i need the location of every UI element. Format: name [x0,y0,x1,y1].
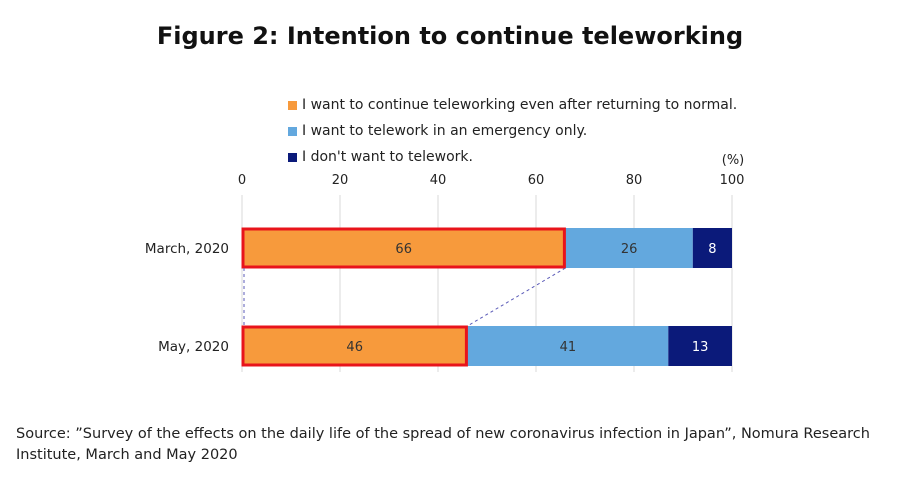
highlight-outline-1 [241,325,468,367]
connector-right [467,267,566,327]
legend-swatch-continue [288,100,297,110]
x-tick-label-20: 20 [332,173,349,188]
x-tick-label-60: 60 [528,173,545,188]
legend-swatch-no-telework [288,152,297,162]
bar-segment-2-1 [668,326,732,366]
legend-label-no-telework: I don't want to telework. [302,149,473,165]
legend-label-continue: I want to continue teleworking even afte… [302,97,738,113]
bar-segment-1-0 [565,228,693,268]
stacked-bar-chart: (%) 0 20 40 60 80 100 March, 2020 May, 2020 66 26… [145,153,745,372]
legend-swatch-emergency [288,126,297,136]
x-tick-label-100: 100 [720,173,745,188]
data-label-0-0: 66 [395,242,412,257]
unit-label: (%) [722,153,745,168]
data-label-1-0: 26 [621,242,638,257]
data-label-1-1: 41 [560,340,577,355]
chart-title: Figure 2: Intention to continue telework… [156,22,744,50]
data-label-0-1: 46 [346,340,363,355]
source-note: Source: ”Survey of the effects on the da… [16,426,870,463]
data-label-2-1: 13 [692,340,709,355]
category-label-1: May, 2020 [158,339,229,355]
bar-segment-1-1 [467,326,669,366]
highlight-outline-0 [241,227,566,269]
data-label-2-0: 8 [708,242,716,257]
bar-segment-0-1 [242,326,468,366]
category-label-0: March, 2020 [145,241,229,257]
bar-segment-0-0 [242,228,566,268]
x-tick-label-40: 40 [430,173,447,188]
x-tick-label-0: 0 [238,173,246,188]
legend-item-continue: I want to continue teleworking even afte… [288,92,737,118]
x-tick-label-80: 80 [626,173,643,188]
bar-segment-2-0 [692,228,732,268]
legend-item-emergency: I want to telework in an emergency only. [288,118,737,144]
legend-item-no-telework: I don't want to telework. [288,144,737,170]
legend-label-emergency: I want to telework in an emergency only. [302,123,588,139]
legend: I want to continue teleworking even afte… [288,92,737,170]
